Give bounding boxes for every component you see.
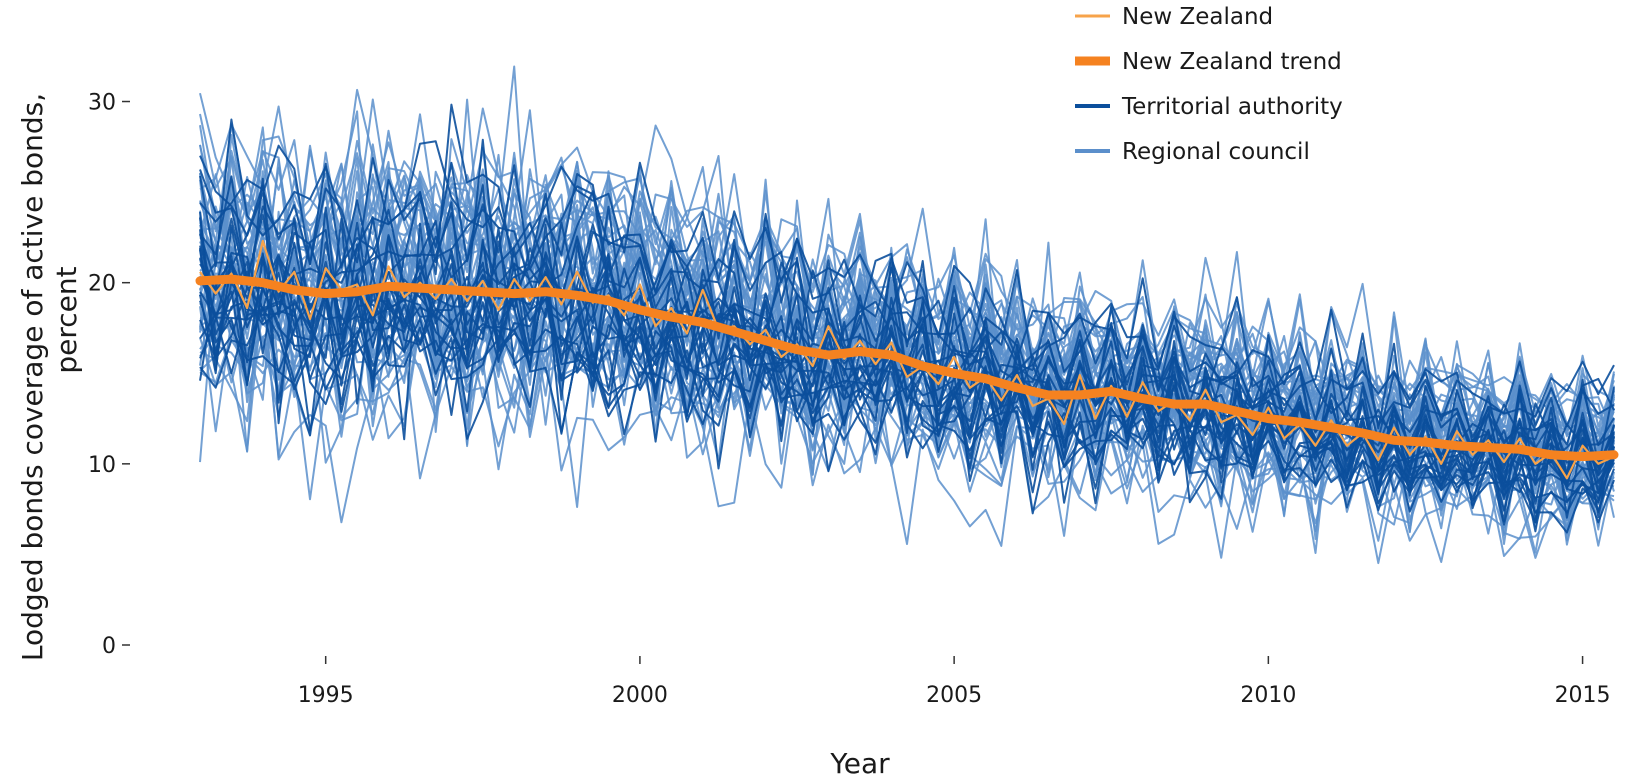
y-tick-label-0: 0 xyxy=(102,634,116,659)
territorial-authority-line-6 xyxy=(199,161,1615,466)
legend: New Zealand New Zealand trend Territorial … xyxy=(1075,4,1343,165)
x-tick-label-2005: 2005 xyxy=(926,683,982,708)
x-tick-label-2015: 2015 xyxy=(1555,683,1611,708)
y-tick-label-30: 30 xyxy=(88,91,116,116)
x-axis: 1995 2000 2005 2010 2015 xyxy=(298,656,1611,708)
territorial-authority-line-17 xyxy=(199,236,1615,524)
new-zealand-trend-series xyxy=(195,274,1619,462)
y-axis-title-line-2: percent xyxy=(50,266,83,373)
y-tick-label-10: 10 xyxy=(88,453,116,478)
new-zealand-line xyxy=(199,239,1615,480)
new-zealand-series xyxy=(199,239,1615,480)
territorial-authority-line-19 xyxy=(199,243,1615,534)
x-tick-label-1995: 1995 xyxy=(298,683,354,708)
x-axis-title: Year xyxy=(829,747,890,780)
x-tick-label-2010: 2010 xyxy=(1240,683,1296,708)
x-tick-label-2000: 2000 xyxy=(612,683,668,708)
legend-label-3: Territorial authority xyxy=(1121,94,1343,120)
regional-council-line-39 xyxy=(199,151,1615,492)
legend-label-4: Regional council xyxy=(1122,139,1310,165)
territorial-authority-line-21 xyxy=(199,205,1615,519)
new-zealand-trend-line xyxy=(195,274,1619,462)
legend-label-2: New Zealand trend xyxy=(1122,49,1342,75)
territorial-authority-line-22 xyxy=(199,222,1615,523)
territorial-authority-line-24 xyxy=(199,103,1615,454)
y-axis-title-line-1: Lodged bonds coverage of active bonds, xyxy=(16,93,49,661)
legend-label-1: New Zealand xyxy=(1122,4,1273,30)
y-axis: 0 10 20 30 xyxy=(88,91,130,659)
y-tick-label-20: 20 xyxy=(88,272,116,297)
